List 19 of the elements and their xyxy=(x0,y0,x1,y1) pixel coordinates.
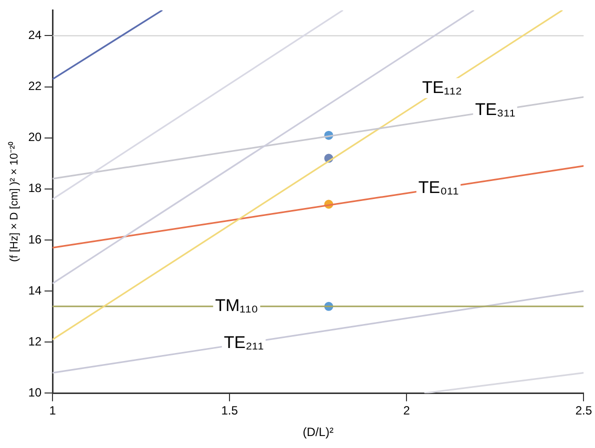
x-axis-title: (D/L)² xyxy=(302,425,334,440)
x-tick-label: 1.5 xyxy=(221,404,238,418)
y-tick-label: 10 xyxy=(28,386,42,400)
annotation: TE₃₁₁ xyxy=(475,100,516,120)
x-tick-label: 2.5 xyxy=(575,404,592,418)
y-tick-label: 16 xyxy=(28,232,42,246)
annotation: TE₁₁₂ xyxy=(422,78,462,97)
annotation: TE₂₁₁ xyxy=(224,333,264,352)
y-tick-label: 24 xyxy=(28,28,42,42)
annotation: TM₁₁₀ xyxy=(215,296,258,316)
y-tick-label: 18 xyxy=(28,181,42,196)
x-tick-label: 1 xyxy=(49,404,56,418)
y-tick-label: 20 xyxy=(28,130,42,144)
annotation: TE₀₁₁ xyxy=(418,178,459,197)
y-axis-title: (f [Hz] × D [cm] )² × 10⁻²⁰ xyxy=(8,141,21,262)
y-tick-label: 22 xyxy=(28,79,42,94)
x-tick-label: 2 xyxy=(403,404,410,418)
y-tick-label: 12 xyxy=(28,334,42,348)
y-tick-label: 14 xyxy=(28,283,42,298)
